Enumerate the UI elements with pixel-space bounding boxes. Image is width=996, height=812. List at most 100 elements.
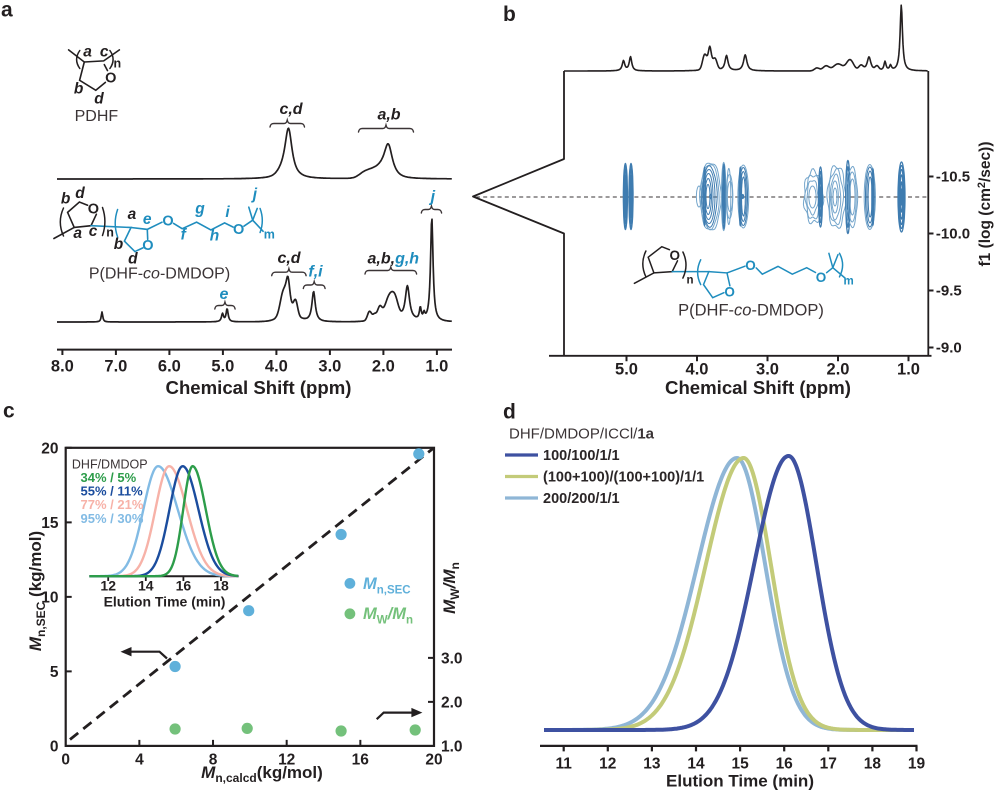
svg-text:20: 20	[41, 440, 58, 457]
svg-text:a: a	[128, 206, 137, 223]
svg-text:7.0: 7.0	[104, 358, 127, 376]
svg-text:c: c	[100, 44, 109, 61]
svg-text:f,i: f,i	[308, 264, 323, 281]
svg-text:55% / 11%: 55% / 11%	[81, 484, 144, 499]
svg-text:13: 13	[643, 756, 661, 773]
svg-text:n: n	[106, 226, 114, 240]
svg-text:-9.5: -9.5	[936, 283, 962, 300]
svg-text:g: g	[194, 201, 205, 218]
svg-text:i: i	[225, 204, 230, 221]
svg-text:34% / 5%: 34% / 5%	[81, 470, 137, 485]
svg-text:1.0: 1.0	[425, 358, 448, 376]
svg-text:a: a	[73, 225, 82, 242]
svg-text:16: 16	[352, 752, 370, 769]
svg-text:d: d	[503, 401, 516, 424]
svg-text:14: 14	[138, 578, 154, 594]
svg-text:200/200/1/1: 200/200/1/1	[543, 491, 620, 507]
svg-text:6.0: 6.0	[158, 358, 181, 376]
svg-text:j: j	[429, 189, 436, 206]
svg-text:77% / 21%: 77% / 21%	[81, 497, 144, 512]
svg-text:(100+100)/(100+100)/1/1: (100+100)/(100+100)/1/1	[543, 470, 704, 486]
svg-text:12: 12	[278, 752, 295, 769]
svg-text:18: 18	[213, 578, 229, 594]
svg-text:-9.0: -9.0	[936, 340, 962, 357]
svg-text:16: 16	[776, 756, 794, 773]
svg-text:18: 18	[864, 756, 882, 773]
svg-text:e: e	[143, 211, 152, 228]
svg-text:Mn,SEC: Mn,SEC	[363, 575, 411, 597]
svg-text:100/100/1/1: 100/100/1/1	[543, 448, 620, 464]
svg-text:m: m	[844, 276, 854, 288]
svg-text:4: 4	[135, 752, 144, 769]
svg-text:O: O	[233, 222, 244, 238]
svg-text:0: 0	[61, 752, 70, 769]
svg-text:O: O	[162, 213, 173, 229]
svg-text:O: O	[142, 238, 153, 254]
svg-text:b: b	[61, 190, 71, 207]
svg-text:DHF/DMDOP/ICCl/1a: DHF/DMDOP/ICCl/1a	[509, 426, 655, 443]
svg-text:3.0: 3.0	[756, 361, 779, 379]
svg-text:1.0: 1.0	[441, 738, 463, 755]
svg-text:c: c	[89, 223, 98, 240]
svg-text:DHF/DMDOP: DHF/DMDOP	[72, 458, 148, 472]
svg-text:5.0: 5.0	[211, 358, 234, 376]
svg-text:12: 12	[100, 578, 116, 594]
svg-text:-10.5: -10.5	[936, 169, 970, 186]
svg-text:P(DHF-co-DMDOP): P(DHF-co-DMDOP)	[678, 302, 824, 320]
svg-text:a: a	[83, 44, 92, 61]
svg-text:d: d	[128, 250, 138, 267]
svg-text:5.0: 5.0	[615, 361, 638, 379]
svg-text:14: 14	[687, 756, 705, 773]
svg-text:b: b	[503, 3, 516, 26]
svg-text:O: O	[816, 270, 827, 285]
svg-text:16: 16	[176, 578, 192, 594]
svg-text:-10.0: -10.0	[936, 226, 970, 243]
svg-text:15: 15	[731, 756, 749, 773]
svg-text:O: O	[670, 248, 681, 263]
svg-text:f1 (log (cm2/sec)): f1 (log (cm2/sec))	[976, 142, 994, 267]
svg-text:12: 12	[599, 756, 616, 773]
svg-text:MW/Mn: MW/Mn	[440, 562, 462, 614]
svg-text:4.0: 4.0	[265, 358, 288, 376]
svg-text:O: O	[105, 71, 116, 87]
svg-text:MW/Mn: MW/Mn	[363, 605, 413, 627]
svg-text:5: 5	[50, 664, 59, 681]
svg-text:h: h	[210, 228, 219, 245]
svg-text:Chemical Shift (ppm): Chemical Shift (ppm)	[166, 377, 352, 398]
svg-text:d: d	[75, 185, 85, 202]
svg-text:O: O	[745, 258, 756, 273]
svg-text:d: d	[94, 91, 104, 108]
svg-text:f: f	[181, 227, 188, 244]
svg-text:95% / 30%: 95% / 30%	[81, 511, 144, 526]
svg-text:8.0: 8.0	[51, 358, 74, 376]
svg-text:c,d: c,d	[279, 101, 303, 118]
svg-text:O: O	[88, 201, 99, 217]
svg-text:n: n	[687, 274, 694, 286]
svg-text:Chemical Shift (ppm): Chemical Shift (ppm)	[665, 377, 851, 398]
svg-text:c: c	[3, 400, 15, 423]
svg-text:n: n	[114, 57, 122, 71]
svg-text:Mn,SEC (kg/mol): Mn,SEC (kg/mol)	[26, 531, 48, 651]
svg-text:b: b	[114, 236, 124, 253]
svg-text:Elution Time (min): Elution Time (min)	[666, 772, 814, 791]
svg-text:19: 19	[908, 756, 926, 773]
svg-text:17: 17	[820, 756, 837, 773]
svg-text:11: 11	[556, 756, 573, 773]
svg-text:Elution Time (min): Elution Time (min)	[104, 594, 226, 610]
svg-text:j: j	[251, 186, 258, 203]
svg-text:3.0: 3.0	[318, 358, 341, 376]
svg-text:a,b,g,h: a,b,g,h	[368, 251, 420, 268]
svg-text:O: O	[724, 284, 735, 299]
svg-text:1.0: 1.0	[897, 361, 920, 379]
svg-text:PDHF: PDHF	[75, 108, 119, 125]
svg-text:Mn,calcd(kg/mol): Mn,calcd(kg/mol)	[201, 763, 323, 785]
svg-text:8: 8	[209, 752, 218, 769]
svg-text:c,d: c,d	[277, 250, 301, 267]
svg-text:4.0: 4.0	[686, 361, 709, 379]
svg-text:e: e	[220, 286, 229, 303]
svg-text:2.0: 2.0	[372, 358, 395, 376]
svg-text:0: 0	[50, 738, 59, 755]
svg-text:3.0: 3.0	[441, 650, 463, 667]
svg-text:2.0: 2.0	[827, 361, 850, 379]
svg-text:10: 10	[41, 589, 58, 606]
